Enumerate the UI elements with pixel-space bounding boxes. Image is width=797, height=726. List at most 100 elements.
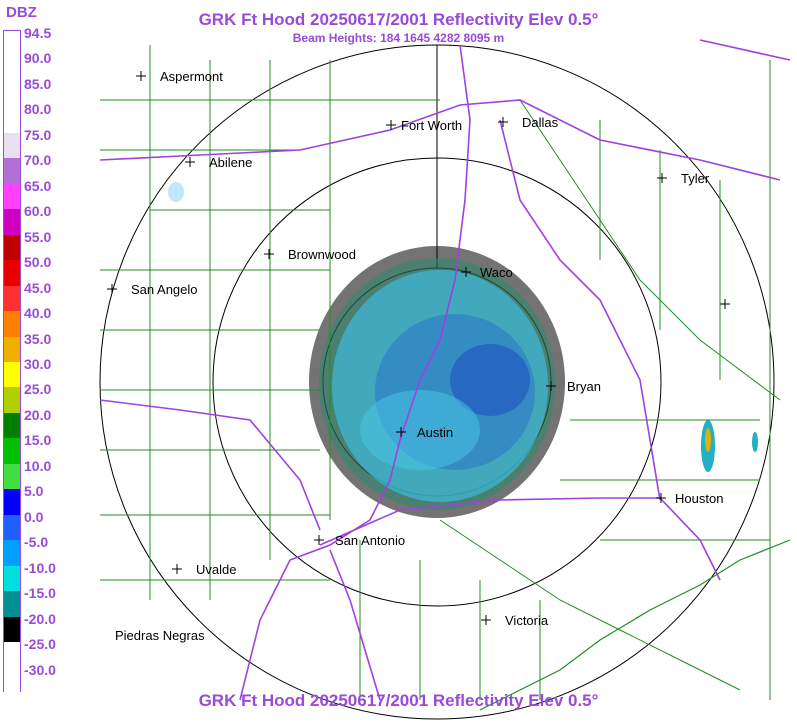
- legend-label: 40.0: [24, 305, 52, 322]
- legend-swatch: [4, 81, 20, 108]
- city-plus-icon: [107, 284, 117, 294]
- city-plus-icon: [172, 564, 182, 574]
- legend-swatch: [4, 285, 20, 312]
- legend-label: 85.0: [24, 75, 52, 92]
- map-title: GRK Ft Hood 20250617/2001 Reflectivity E…: [198, 10, 599, 29]
- legend-label: 30.0: [24, 356, 52, 372]
- city-plus-icon: [264, 249, 274, 259]
- beam-heights: Beam Heights: 184 1645 4282 8095 m: [292, 31, 505, 45]
- city-plus-icon: [461, 267, 471, 277]
- legend-label: -15.0: [24, 585, 56, 602]
- city-marker: Victoria: [481, 613, 549, 628]
- city-label: San Antonio: [335, 533, 405, 548]
- city-label: Houston: [675, 491, 723, 506]
- legend-label: 35.0: [24, 330, 52, 347]
- legend-swatch: [4, 183, 20, 210]
- legend-label: 80.0: [24, 101, 52, 118]
- city-marker: San Angelo: [107, 282, 198, 297]
- city-marker: Waco: [461, 265, 513, 280]
- legend-label: 60.0: [24, 203, 52, 220]
- city-label: Uvalde: [196, 562, 236, 577]
- city-plus-icon: [656, 493, 666, 503]
- city-label: Abilene: [209, 155, 252, 170]
- legend-label: 50.0: [24, 254, 52, 271]
- coastline: [479, 539, 791, 711]
- city-label: Brownwood: [288, 247, 356, 262]
- legend-swatch: [4, 132, 20, 159]
- legend-swatch: [4, 489, 20, 516]
- city-label: Waco: [480, 265, 513, 280]
- legend-swatch: [4, 591, 20, 618]
- city-marker: Fort Worth: [386, 118, 462, 133]
- legend-swatch: [4, 107, 20, 134]
- legend-label: 90.0: [24, 50, 52, 67]
- legend-swatch: [4, 31, 20, 57]
- legend-swatch: [4, 565, 20, 592]
- legend-swatch: [4, 56, 20, 83]
- city-marker: San Antonio: [314, 533, 405, 548]
- legend-label: -20.0: [24, 610, 56, 627]
- city-marker: [720, 299, 730, 309]
- city-label: Dallas: [522, 115, 559, 130]
- legend-swatch: [4, 463, 20, 490]
- city-label: Piedras Negras: [115, 628, 205, 643]
- legend-label: 20.0: [24, 406, 52, 423]
- legend-swatch: [4, 311, 20, 338]
- legend-swatch: [4, 158, 20, 185]
- legend-swatch: [4, 336, 20, 363]
- legend-swatch: [4, 387, 20, 414]
- legend-label: -10.0: [24, 559, 56, 576]
- legend-swatch: [4, 667, 20, 694]
- legend-swatch: [4, 438, 20, 465]
- city-plus-icon: [481, 615, 491, 625]
- legend-label: 45.0: [24, 279, 52, 296]
- city-label: San Angelo: [131, 282, 198, 297]
- legend-swatch: [4, 616, 20, 643]
- legend-label: 0.0: [24, 508, 44, 525]
- city-marker: Brownwood: [264, 247, 356, 262]
- reflectivity-echo: [168, 182, 758, 518]
- city-plus-icon: [185, 157, 195, 167]
- city-label: Victoria: [505, 613, 549, 628]
- legend-swatch: [4, 412, 20, 439]
- city-label: Tyler: [681, 171, 710, 186]
- legend-unit: DBZ: [6, 4, 37, 21]
- legend-label: -30.0: [24, 661, 56, 678]
- legend-swatch: [4, 362, 20, 388]
- legend-label: 15.0: [24, 432, 52, 449]
- city-label: Austin: [417, 425, 453, 440]
- city-marker: Bryan: [546, 379, 601, 394]
- city-marker: Abilene: [185, 155, 252, 170]
- city-plus-icon: [314, 535, 324, 545]
- city-marker: Austin: [396, 425, 453, 440]
- city-plus-icon: [136, 71, 146, 81]
- legend-label: 10.0: [24, 457, 52, 474]
- legend-label: 75.0: [24, 126, 52, 143]
- legend-label: 65.0: [24, 177, 52, 194]
- legend-label: -5.0: [24, 534, 49, 551]
- legend-swatch: [4, 540, 20, 567]
- city-label: Bryan: [567, 379, 601, 394]
- city-plus-icon: [657, 173, 667, 183]
- city-marker: Dallas: [498, 115, 559, 130]
- city-plus-icon: [386, 120, 396, 130]
- legend-swatch: [4, 234, 20, 261]
- legend-swatch: [4, 260, 20, 287]
- city-marker: Aspermont: [136, 69, 223, 84]
- legend-label: 70.0: [24, 152, 52, 169]
- legend-swatch: [4, 514, 20, 541]
- legend-label: 25.0: [24, 381, 52, 398]
- legend-swatch: [4, 209, 20, 236]
- legend-label: 5.0: [24, 483, 44, 500]
- legend-label: 94.5: [24, 25, 52, 41]
- map-footer-title: GRK Ft Hood 20250617/2001 Reflectivity E…: [198, 691, 599, 710]
- city-marker: Tyler: [657, 171, 710, 186]
- legend-label: 55.0: [24, 228, 52, 245]
- city-plus-icon: [720, 299, 730, 309]
- legend-swatch: [4, 642, 20, 669]
- color-scale-bar: [3, 30, 21, 694]
- legend-label: -25.0: [24, 636, 56, 653]
- city-plus-icon: [396, 427, 406, 437]
- city-marker: Uvalde: [172, 562, 236, 577]
